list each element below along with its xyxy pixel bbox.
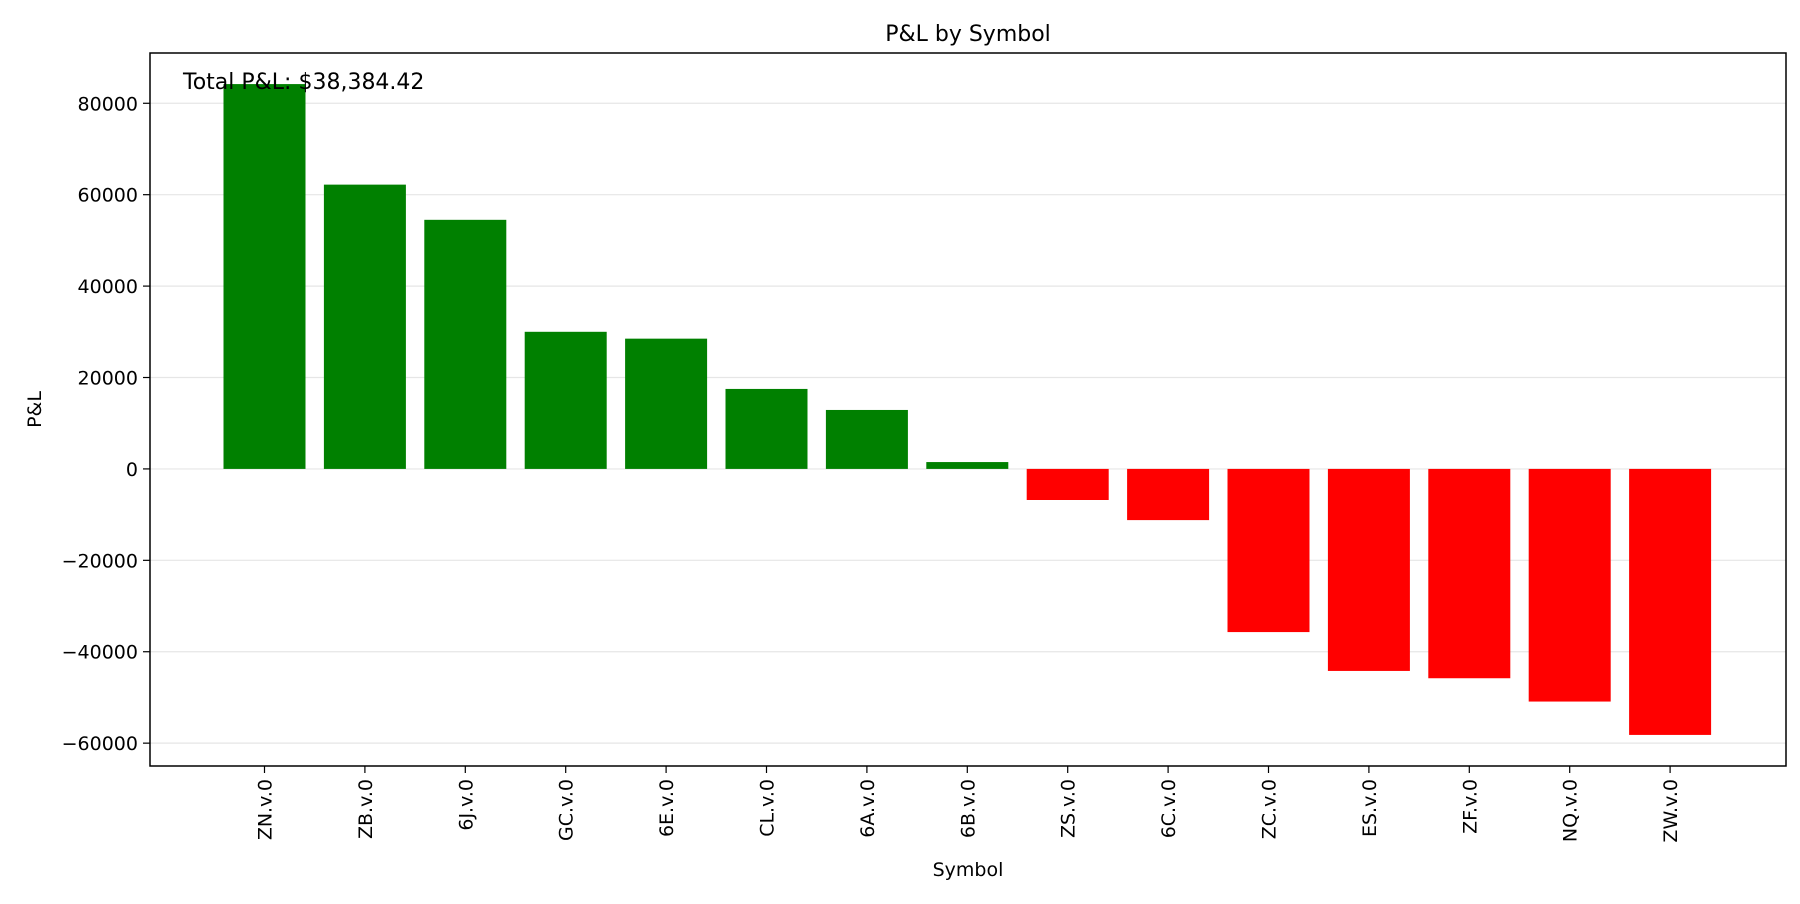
- x-tick-label: 6A.v.0: [857, 779, 879, 838]
- x-tick-label: ZW.v.0: [1660, 779, 1682, 843]
- x-tick-label: ZS.v.0: [1058, 779, 1080, 838]
- y-tick-label: 20000: [78, 368, 138, 390]
- bar-zb-v-0: [323, 184, 406, 469]
- x-tick-label: ZN.v.0: [255, 779, 277, 840]
- y-tick-label: 80000: [78, 93, 138, 115]
- y-axis-ticks: −60000 −40000 −20000 0 20000 40000 60000 80000: [62, 93, 150, 755]
- bar-6c-v-0: [1127, 468, 1210, 521]
- x-tick-label: 6J.v.0: [455, 779, 477, 831]
- y-tick-label: −60000: [62, 733, 138, 755]
- x-tick-label: ZF.v.0: [1459, 779, 1481, 834]
- x-tick-label: CL.v.0: [757, 779, 779, 837]
- y-tick-label: −40000: [62, 642, 138, 664]
- bar-6b-v-0: [926, 462, 1009, 469]
- x-tick-label: NQ.v.0: [1560, 779, 1582, 842]
- y-tick-label: 40000: [78, 276, 138, 298]
- plot-frame: [149, 52, 1787, 767]
- bars: [223, 84, 1712, 735]
- total-pnl-annotation: Total P&L: $38,384.42: [182, 70, 424, 95]
- bar-zf-v-0: [1428, 468, 1511, 679]
- x-tick-label: GC.v.0: [556, 779, 578, 841]
- bar-zs-v-0: [1026, 468, 1109, 500]
- x-tick-label: ZC.v.0: [1259, 779, 1281, 839]
- bar-zc-v-0: [1227, 468, 1310, 633]
- x-axis-label: Symbol: [933, 859, 1004, 881]
- bar-zn-v-0: [223, 84, 306, 469]
- x-axis-ticks: ZN.v.0 ZB.v.0 6J.v.0 GC.v.0 6E.v.0 CL.v.0 6A.v…: [255, 766, 1682, 843]
- bar-cl-v-0: [725, 388, 808, 469]
- bar-6a-v-0: [825, 409, 908, 469]
- x-tick-label: 6B.v.0: [957, 779, 979, 838]
- chart-title: P&L by Symbol: [885, 22, 1051, 47]
- bar-gc-v-0: [524, 331, 607, 469]
- x-tick-label: 6E.v.0: [656, 779, 678, 837]
- bar-6j-v-0: [424, 219, 507, 469]
- y-tick-label: 0: [126, 459, 138, 481]
- bar-6e-v-0: [625, 338, 708, 469]
- x-tick-label: ES.v.0: [1359, 779, 1381, 837]
- y-axis-label: P&L: [24, 391, 46, 428]
- x-tick-label: 6C.v.0: [1158, 779, 1180, 838]
- bar-es-v-0: [1327, 468, 1410, 671]
- grid-lines: [150, 102, 1786, 744]
- y-tick-label: 60000: [78, 185, 138, 207]
- bar-zw-v-0: [1629, 468, 1712, 735]
- bar-nq-v-0: [1528, 468, 1611, 702]
- y-tick-label: −20000: [62, 550, 138, 572]
- x-tick-label: ZB.v.0: [355, 779, 377, 839]
